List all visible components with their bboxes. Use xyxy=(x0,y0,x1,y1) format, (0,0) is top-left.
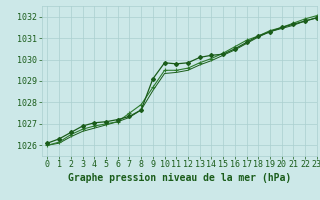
X-axis label: Graphe pression niveau de la mer (hPa): Graphe pression niveau de la mer (hPa) xyxy=(68,173,291,183)
